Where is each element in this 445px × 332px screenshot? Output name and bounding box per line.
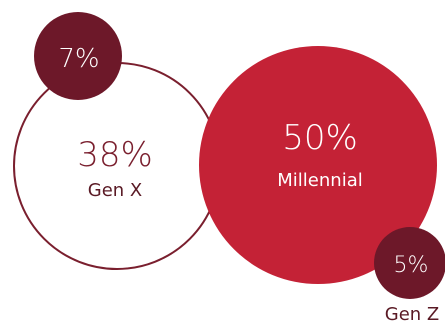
seven-percent-value-label: 7%	[58, 44, 99, 74]
gen-x-value-label: 38%	[77, 135, 153, 175]
bubble-gen-z	[374, 227, 445, 299]
millennial-value-label: 50%	[282, 118, 358, 158]
gen-x-name-label: Gen X	[88, 180, 142, 201]
millennial-name-label: Millennial	[277, 170, 362, 191]
gen-z-value-label: 5%	[394, 253, 429, 278]
bubble-7-percent	[34, 12, 122, 100]
bubble-millennial	[199, 46, 437, 284]
gen-z-name-label: Gen Z	[385, 304, 439, 325]
